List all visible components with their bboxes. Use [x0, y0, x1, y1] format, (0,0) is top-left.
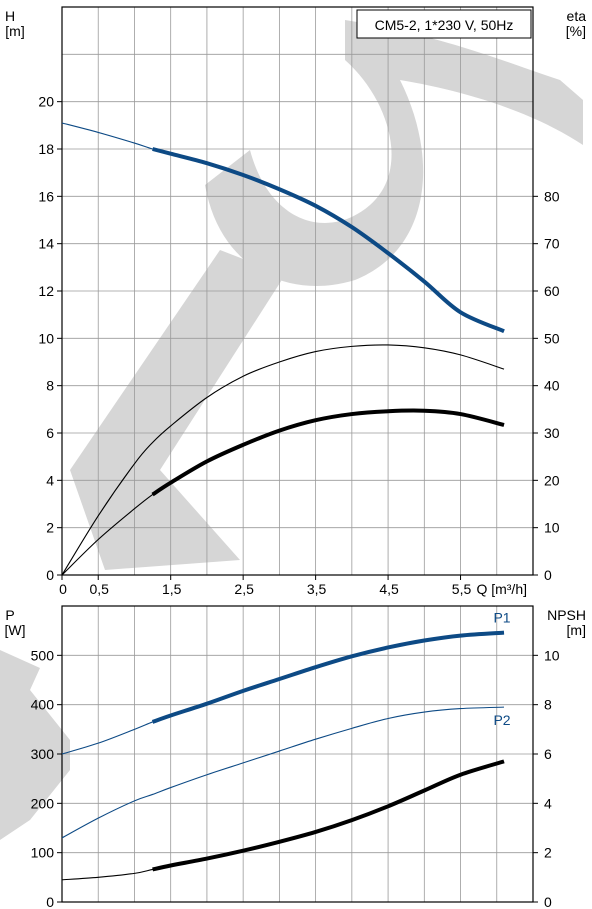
- top-y-tick-label: 6: [46, 425, 54, 441]
- bottom-y2-tick-label: 6: [544, 746, 552, 762]
- top-y2-tick-label: 40: [544, 378, 560, 394]
- watermark-logo: [0, 20, 583, 840]
- top-x-tick-label: 4,5: [379, 581, 399, 597]
- top-y-tick-label: 18: [38, 141, 54, 157]
- bottom-series-1-label: P2: [493, 712, 510, 728]
- bottom-series-1: P2: [61, 706, 511, 839]
- bottom-y2-tick-label: 4: [544, 795, 552, 811]
- top-y-tick-label: 12: [38, 283, 54, 299]
- top-chart-title: CM5-2, 1*230 V, 50Hz: [375, 17, 514, 33]
- bottom-y2-tick-label: 10: [544, 647, 560, 663]
- top-y2-tick-label: 50: [544, 330, 560, 346]
- top-x-axis-label: Q [m³/h]: [476, 581, 527, 597]
- bottom-y-tick-label: 0: [46, 894, 54, 909]
- top-y2-tick-label: 10: [544, 520, 560, 536]
- bottom-y2-axis-label-line1: NPSH: [547, 607, 586, 623]
- bottom-y-tick-label: 300: [31, 746, 55, 762]
- top-y2-tick-label: 30: [544, 425, 560, 441]
- top-series-1: [61, 344, 505, 576]
- top-series-2: [61, 408, 505, 576]
- bottom-series-0: P1: [61, 610, 511, 755]
- top-grid: [62, 7, 533, 575]
- bottom-y-axis-label-line2: [W]: [5, 622, 26, 638]
- top-series-0: [61, 122, 505, 334]
- top-title-box: [356, 9, 532, 39]
- top-y2-tick-label: 20: [544, 472, 560, 488]
- top-y2-tick-label: 60: [544, 283, 560, 299]
- top-y2-axis-label-line1: eta: [567, 8, 587, 24]
- bottom-series-0-line: [61, 632, 505, 755]
- top-y-tick-label: 0: [46, 567, 54, 583]
- bottom-y-tick-label: 500: [31, 647, 55, 663]
- top-x-tick-label: 0: [59, 581, 67, 597]
- bottom-series-0-thick-line: [151, 630, 505, 724]
- bottom-y-tick-label: 200: [31, 795, 55, 811]
- top-y-tick-label: 4: [46, 472, 54, 488]
- top-series-0-thick-line: [152, 147, 505, 334]
- top-x-tick-label: 1,5: [162, 581, 182, 597]
- bottom-y2-axis-label-line2: [m]: [567, 622, 586, 638]
- bottom-y-tick-label: 400: [31, 697, 55, 713]
- bottom-series-2-thick-line: [152, 759, 505, 872]
- top-y2-tick-label: 80: [544, 188, 560, 204]
- bottom-y-axis-label-line1: P: [5, 607, 14, 623]
- bottom-y2-tick-label: 2: [544, 845, 552, 861]
- top-y-tick-label: 14: [38, 236, 54, 252]
- top-y-tick-label: 2: [46, 520, 54, 536]
- top-y-tick-label: 16: [38, 188, 54, 204]
- bottom-series-0-label: P1: [493, 610, 510, 626]
- top-y-tick-label: 10: [38, 330, 54, 346]
- top-x-tick-label: 2,5: [234, 581, 254, 597]
- bottom-y2-tick-label: 8: [544, 697, 552, 713]
- bottom-series-1-line: [61, 706, 505, 839]
- bottom-series-2-line: [61, 760, 505, 881]
- top-y-axis-label-line2: [m]: [5, 23, 24, 39]
- top-y2-tick-label: 70: [544, 236, 560, 252]
- top-y-tick-label: 20: [38, 94, 54, 110]
- top-x-tick-label: 0,5: [89, 581, 109, 597]
- top-series-1-line: [61, 344, 505, 576]
- bottom-series-2: [61, 759, 505, 881]
- bottom-y2-tick-label: 0: [544, 894, 552, 909]
- top-x-tick-label: 3,5: [307, 581, 327, 597]
- top-y-axis-label-line1: H: [5, 8, 15, 24]
- bottom-y-tick-label: 100: [31, 845, 55, 861]
- top-y2-axis-label-line2: [%]: [566, 23, 586, 39]
- bottom-grid: [62, 606, 533, 902]
- top-y-tick-label: 8: [46, 378, 54, 394]
- top-series-2-thick-line: [151, 408, 505, 497]
- top-y2-tick-label: 0: [544, 567, 552, 583]
- top-x-tick-label: 5,5: [452, 581, 472, 597]
